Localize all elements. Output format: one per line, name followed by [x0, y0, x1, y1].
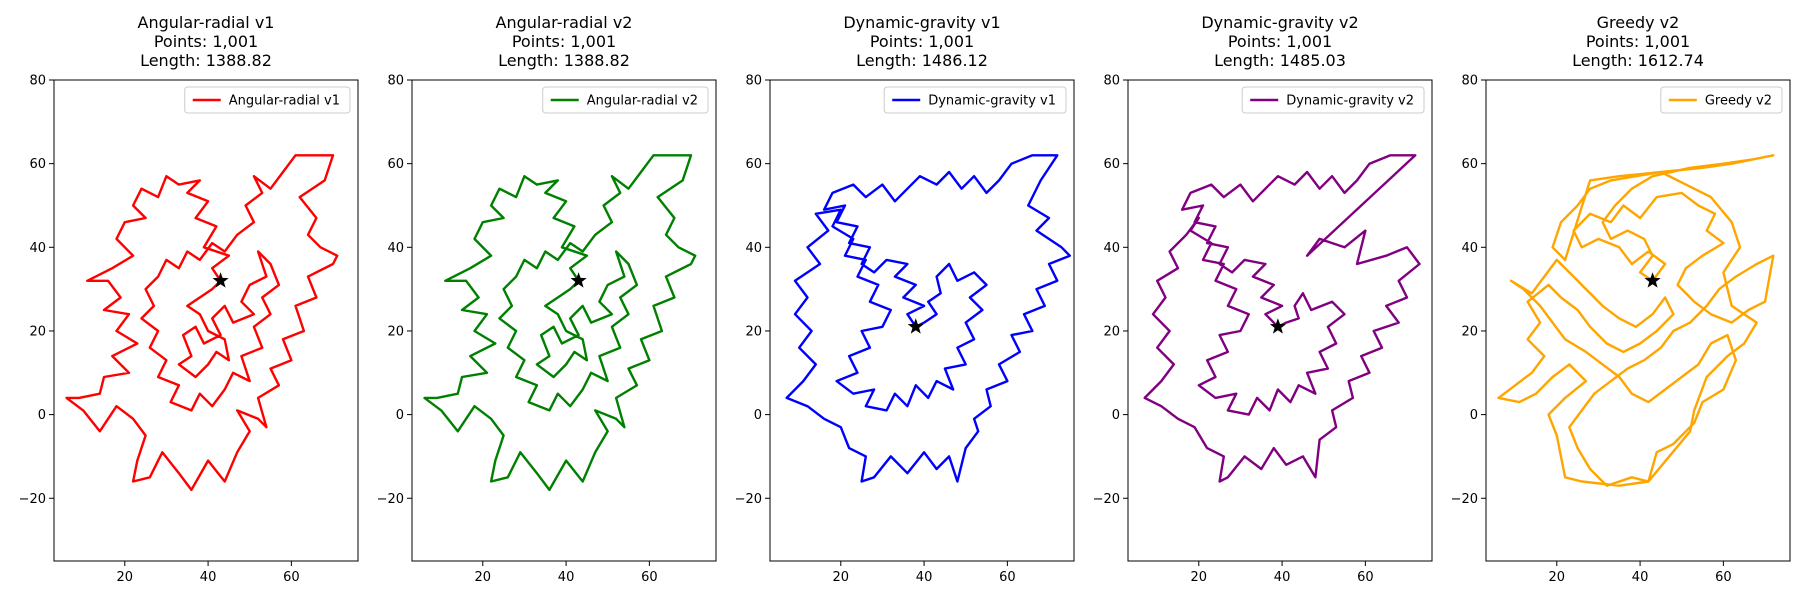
x-tick-label: 40: [1632, 570, 1649, 585]
legend-label: Dynamic-gravity v2: [1286, 94, 1414, 109]
x-tick-label: 60: [1715, 570, 1732, 585]
y-tick-label: 40: [1461, 241, 1478, 256]
start-marker: [1269, 318, 1286, 334]
subplot-title-line-3: Length: 1486.12: [856, 51, 988, 70]
y-tick-label: 20: [29, 324, 46, 339]
legend-label: Dynamic-gravity v1: [928, 94, 1056, 109]
subplot-title-line-1: Greedy v2: [1597, 13, 1680, 32]
legend-box: [184, 86, 351, 114]
subplot-title-line-1: Dynamic-gravity v1: [843, 13, 1000, 32]
y-tick-label: 20: [1103, 324, 1120, 339]
x-tick-label: 20: [833, 570, 850, 585]
x-tick-label: 60: [999, 570, 1016, 585]
legend: Angular-radial v1: [184, 86, 351, 114]
legend: Angular-radial v2: [542, 86, 709, 114]
route-line: [1143, 154, 1421, 483]
start-marker: [570, 272, 587, 288]
legend-box: [1241, 86, 1425, 114]
axes-frame: [53, 79, 359, 562]
legend: Dynamic-gravity v1: [883, 86, 1067, 114]
y-tick-label: −20: [735, 492, 762, 507]
x-tick-label: 60: [283, 570, 300, 585]
y-tick-label: 0: [396, 408, 404, 423]
y-tick-label: 40: [29, 241, 46, 256]
y-tick-label: 60: [387, 157, 404, 172]
x-tick-label: 40: [916, 570, 933, 585]
y-tick-label: 20: [1461, 324, 1478, 339]
subplot-title-line-3: Length: 1388.82: [140, 51, 272, 70]
start-marker: [212, 272, 229, 288]
route-line: [65, 154, 339, 492]
subplot-title-line-2: Points: 1,001: [1228, 32, 1332, 51]
legend-label: Angular-radial v2: [587, 94, 698, 109]
subplot-title-line-2: Points: 1,001: [870, 32, 974, 51]
x-tick-label: 40: [200, 570, 217, 585]
y-tick-label: −20: [377, 492, 404, 507]
route-line: [423, 154, 697, 492]
y-tick-label: −20: [1451, 492, 1478, 507]
route-line: [785, 154, 1071, 483]
y-tick-label: 80: [1461, 74, 1478, 89]
x-tick-label: 20: [475, 570, 492, 585]
y-tick-label: 80: [745, 74, 762, 89]
y-tick-label: 0: [754, 408, 762, 423]
route-line: [1497, 154, 1775, 487]
legend-label: Greedy v2: [1705, 94, 1772, 109]
y-tick-label: 60: [1461, 157, 1478, 172]
legend-label: Angular-radial v1: [229, 94, 340, 109]
axes-frame: [769, 79, 1075, 562]
subplot-title-line-2: Points: 1,001: [154, 32, 258, 51]
x-tick-label: 40: [558, 570, 575, 585]
y-tick-label: 20: [387, 324, 404, 339]
y-tick-label: 40: [387, 241, 404, 256]
y-tick-label: 80: [387, 74, 404, 89]
subplot-title-line-1: Angular-radial v1: [138, 13, 275, 32]
y-tick-label: −20: [1093, 492, 1120, 507]
subplot-title-line-2: Points: 1,001: [1586, 32, 1690, 51]
subplot-title-line-1: Angular-radial v2: [496, 13, 633, 32]
x-tick-label: 40: [1274, 570, 1291, 585]
subplot-title-line-1: Dynamic-gravity v2: [1201, 13, 1358, 32]
y-tick-label: 40: [745, 241, 762, 256]
y-tick-label: 20: [745, 324, 762, 339]
x-tick-label: 60: [641, 570, 658, 585]
legend-box: [1660, 86, 1783, 114]
start-marker: [1644, 272, 1661, 288]
start-marker: [907, 318, 924, 334]
y-tick-label: 40: [1103, 241, 1120, 256]
legend-box: [883, 86, 1067, 114]
x-tick-label: 20: [1191, 570, 1208, 585]
legend: Greedy v2: [1660, 86, 1783, 114]
y-tick-label: 0: [1112, 408, 1120, 423]
y-tick-label: 0: [1470, 408, 1478, 423]
axes-frame: [411, 79, 717, 562]
subplot-title-line-3: Length: 1485.03: [1214, 51, 1346, 70]
subplot-title-line-3: Length: 1388.82: [498, 51, 630, 70]
y-tick-label: 80: [29, 74, 46, 89]
axes-frame: [1127, 79, 1433, 562]
y-tick-label: 0: [38, 408, 46, 423]
axes-frame: [1485, 79, 1791, 562]
legend-box: [542, 86, 709, 114]
subplot-title-line-3: Length: 1612.74: [1572, 51, 1704, 70]
legend: Dynamic-gravity v2: [1241, 86, 1425, 114]
subplot-title-line-2: Points: 1,001: [512, 32, 616, 51]
y-tick-label: −20: [19, 492, 46, 507]
y-tick-label: 60: [1103, 157, 1120, 172]
y-tick-label: 60: [29, 157, 46, 172]
x-tick-label: 20: [1549, 570, 1566, 585]
x-tick-label: 60: [1357, 570, 1374, 585]
y-tick-label: 60: [745, 157, 762, 172]
y-tick-label: 80: [1103, 74, 1120, 89]
x-tick-label: 20: [117, 570, 134, 585]
